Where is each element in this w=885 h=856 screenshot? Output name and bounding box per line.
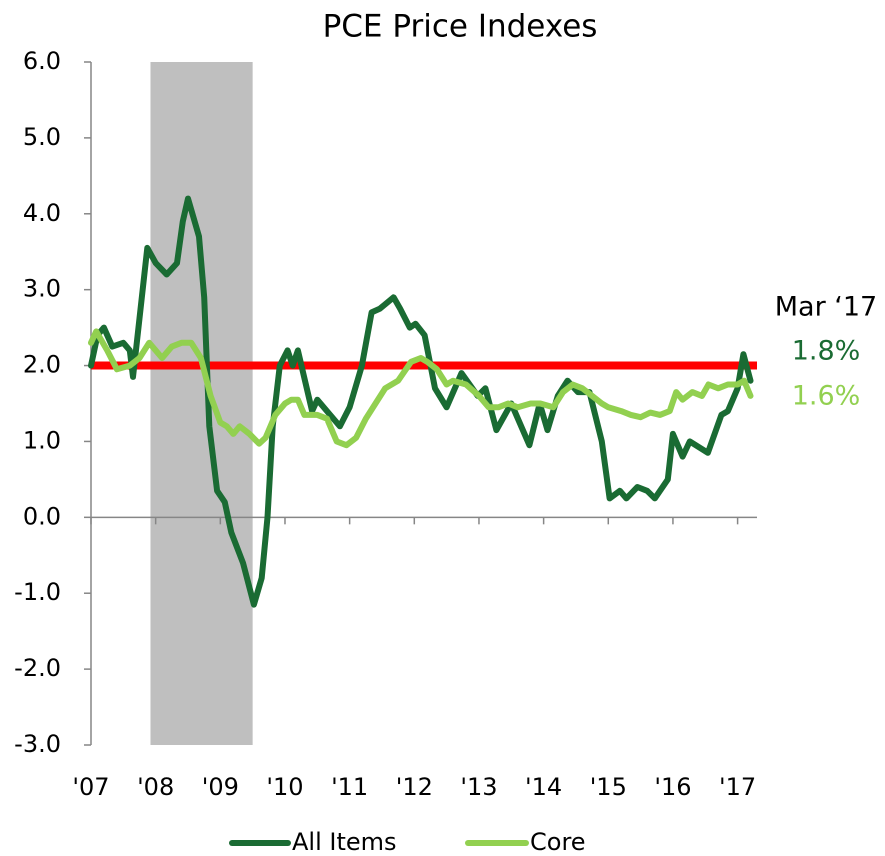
- x-tick-label: '14: [525, 773, 562, 801]
- y-tick-label: -2.0: [14, 654, 61, 682]
- y-tick-label: 0.0: [23, 502, 61, 530]
- y-tick-label: 3.0: [23, 275, 61, 303]
- x-tick-label: '13: [460, 773, 497, 801]
- series-line: [88, 195, 754, 608]
- y-tick-label: 4.0: [23, 199, 61, 227]
- y-tick-label: 2.0: [23, 351, 61, 379]
- x-tick-label: '16: [654, 773, 691, 801]
- y-tick-label: 6.0: [23, 47, 61, 75]
- y-tick-label: -1.0: [14, 578, 61, 606]
- recession-band: [150, 62, 253, 745]
- y-tick-label: 1.0: [23, 426, 61, 454]
- x-tick-label: '11: [331, 773, 368, 801]
- chart-title: PCE Price Indexes: [323, 9, 598, 45]
- x-tick-label: '09: [202, 773, 239, 801]
- x-tick-label: '08: [137, 773, 174, 801]
- legend-label: All Items: [292, 828, 397, 856]
- y-tick-label: 5.0: [23, 123, 61, 151]
- annotation: Mar ‘17: [775, 292, 877, 323]
- x-tick-label: '07: [72, 773, 109, 801]
- x-tick-label: '12: [396, 773, 433, 801]
- y-tick-label: -3.0: [14, 730, 61, 758]
- x-tick-label: '10: [266, 773, 303, 801]
- end-label: 1.6%: [792, 381, 861, 412]
- legend-label: Core: [530, 828, 586, 856]
- end-label: 1.8%: [792, 336, 861, 367]
- x-tick-label: '17: [719, 773, 756, 801]
- x-tick-label: '15: [590, 773, 627, 801]
- series-line: [88, 328, 754, 449]
